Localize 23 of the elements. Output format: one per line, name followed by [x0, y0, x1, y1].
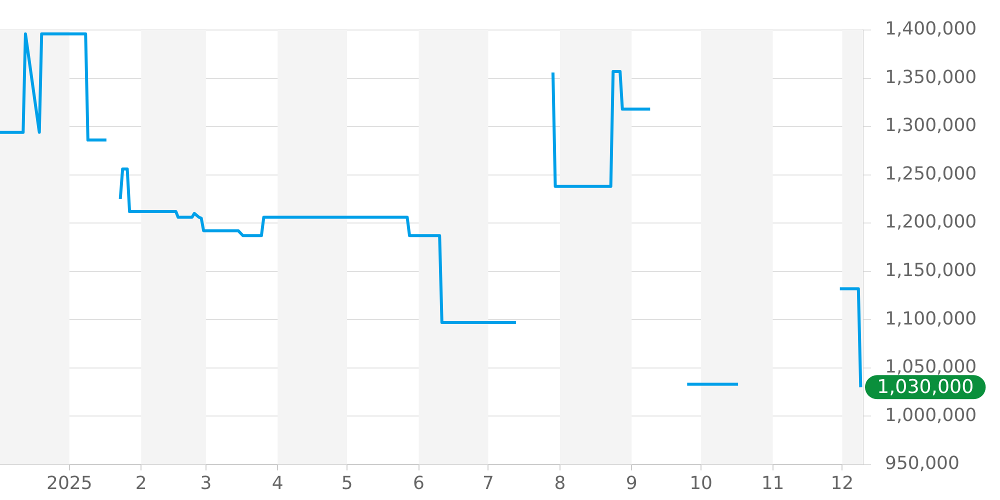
x-tick-label: 8 — [554, 472, 566, 494]
y-tick-label: 1,200,000 — [885, 212, 977, 233]
x-tick-label: 4 — [272, 472, 284, 494]
x-tick-label: 3 — [200, 472, 212, 494]
y-tick-label: 1,100,000 — [885, 308, 977, 330]
y-tick-label: 1,350,000 — [885, 66, 977, 88]
x-tick-label: 12 — [830, 472, 854, 494]
y-tick-label: 950,000 — [885, 453, 960, 474]
x-tick-label: 11 — [761, 472, 784, 494]
y-tick-label: 1,400,000 — [885, 18, 977, 40]
annotation: 1,030,000 — [876, 376, 974, 398]
x-tick-label: 5 — [341, 472, 353, 494]
x-tick-label: 2 — [135, 472, 147, 494]
y-tick-label: 1,050,000 — [885, 356, 977, 378]
y-tick-label: 1,000,000 — [885, 404, 977, 426]
x-tick-label: 10 — [690, 472, 712, 494]
x-tick-label: 9 — [626, 472, 638, 494]
y-tick-label: 1,150,000 — [885, 260, 977, 282]
x-tick-label: 6 — [413, 472, 424, 494]
y-tick-label: 1,300,000 — [885, 115, 977, 136]
x-tick-label: 2025 — [46, 472, 92, 494]
x-tick-label: 7 — [482, 472, 494, 494]
y-tick-label: 1,250,000 — [885, 163, 977, 184]
